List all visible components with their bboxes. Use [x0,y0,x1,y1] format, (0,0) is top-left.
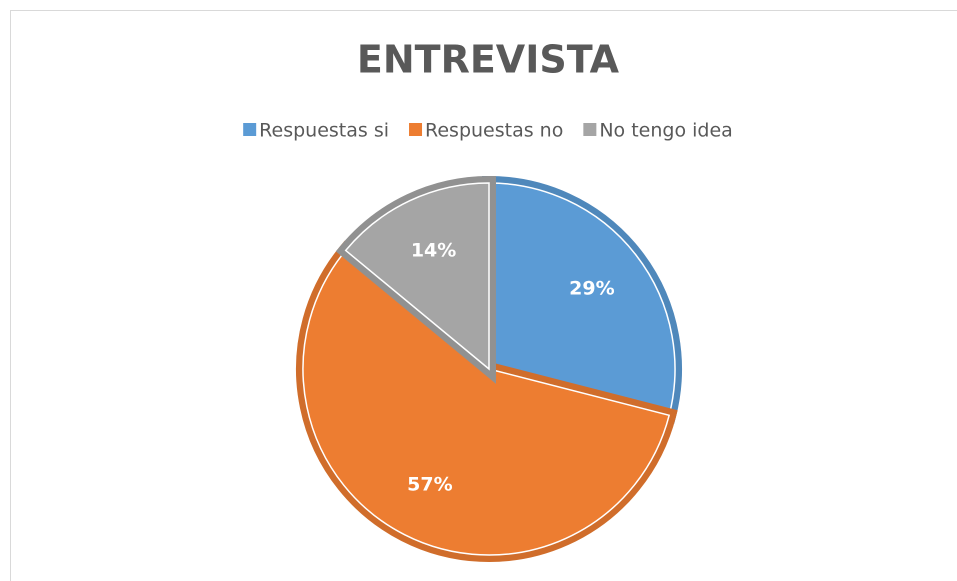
legend-label: Respuestas si [259,120,389,142]
legend-label: No tengo idea [599,120,732,142]
legend-label: Respuestas no [425,120,563,142]
slice-inner [302,249,671,556]
slice-inner [488,182,676,417]
legend-swatch [583,123,597,136]
data-label: 29% [569,278,614,300]
legend-swatch [409,123,423,136]
data-label: 14% [411,240,456,262]
chart-title: ENTREVISTA [357,38,620,82]
chart-border [10,10,957,581]
slice-inner [344,182,490,371]
legend-swatch [243,123,257,136]
data-label: 57% [407,474,452,496]
